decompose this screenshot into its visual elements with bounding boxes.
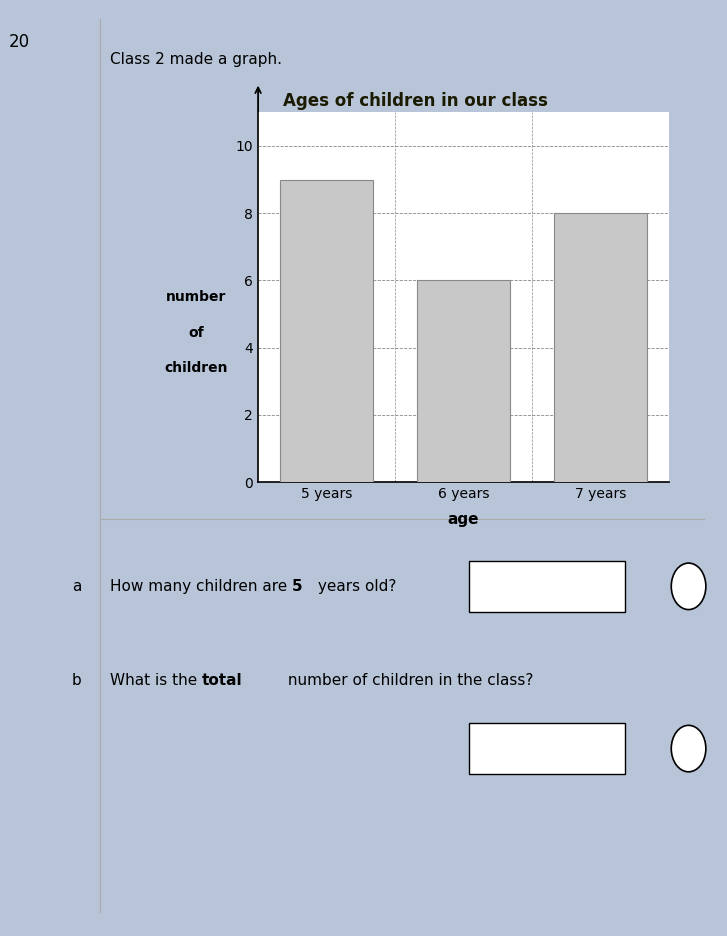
Text: number of children in the class?: number of children in the class?	[284, 673, 534, 688]
Text: What is the: What is the	[110, 673, 202, 688]
Circle shape	[671, 725, 706, 772]
Text: children: children	[569, 741, 625, 755]
Text: How many children are: How many children are	[110, 578, 292, 593]
Text: Ages of children in our class: Ages of children in our class	[284, 92, 548, 110]
Text: 5: 5	[292, 578, 302, 593]
Text: of: of	[188, 326, 204, 340]
Text: children: children	[164, 361, 228, 375]
Text: Class 2 made a graph.: Class 2 made a graph.	[110, 51, 282, 66]
Text: b: b	[72, 673, 81, 688]
Bar	[469, 724, 625, 774]
Bar	[554, 213, 647, 482]
Bar	[280, 180, 373, 482]
Bar	[469, 562, 625, 612]
Text: 20: 20	[9, 33, 30, 51]
Text: number: number	[166, 290, 227, 304]
Circle shape	[671, 563, 706, 609]
Text: children: children	[569, 579, 625, 593]
Text: years old?: years old?	[313, 578, 397, 593]
Text: total: total	[202, 673, 243, 688]
X-axis label: age: age	[448, 512, 479, 527]
Text: a: a	[72, 578, 81, 593]
Bar	[417, 281, 510, 482]
